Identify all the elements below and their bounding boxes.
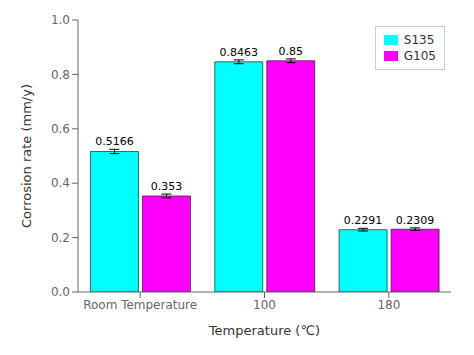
html-text:S135: S135 <box>403 33 435 47</box>
svg-text:0.2309: 0.2309 <box>396 214 435 227</box>
svg-text:0.0: 0.0 <box>51 285 70 299</box>
html-text:G105: G105 <box>403 49 436 63</box>
svg-text:0.4: 0.4 <box>51 176 70 190</box>
svg-text:0.353: 0.353 <box>151 180 183 193</box>
svg-text:0.2291: 0.2291 <box>344 214 383 227</box>
svg-text:100: 100 <box>253 298 276 312</box>
svg-text:Room Temperature: Room Temperature <box>83 298 197 312</box>
svg-text:Corrosion rate (mm/y): Corrosion rate (mm/y) <box>19 84 34 228</box>
svg-text:0.8463: 0.8463 <box>220 46 259 59</box>
svg-text:180: 180 <box>377 298 400 312</box>
svg-text:1.0: 1.0 <box>51 13 70 27</box>
svg-text:0.8: 0.8 <box>51 68 70 82</box>
svg-text:Temperature (℃): Temperature (℃) <box>208 323 320 338</box>
svg-text:0.85: 0.85 <box>279 45 304 58</box>
svg-text:0.2: 0.2 <box>51 231 70 245</box>
svg-text:0.5166: 0.5166 <box>95 135 134 148</box>
svg-text:0.6: 0.6 <box>51 122 70 136</box>
